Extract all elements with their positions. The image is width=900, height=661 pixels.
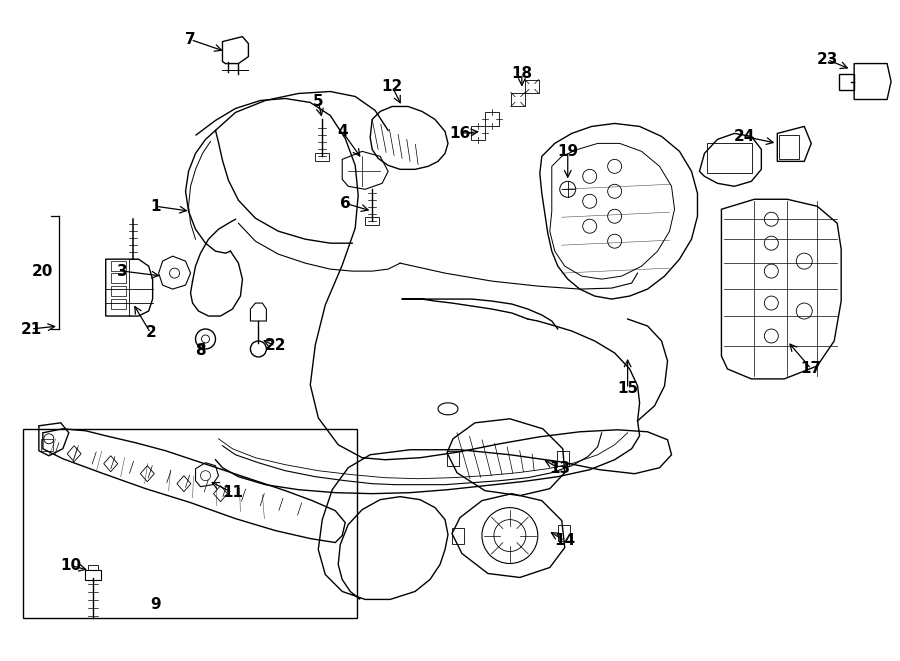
Text: 6: 6 [340, 196, 351, 211]
Bar [111, 273, 126, 283]
Text: 16: 16 [449, 126, 471, 141]
Text: 10: 10 [60, 558, 81, 573]
Text: 21: 21 [21, 321, 41, 336]
Text: 7: 7 [185, 32, 196, 47]
Text: 9: 9 [150, 597, 161, 612]
Text: 1: 1 [150, 199, 161, 214]
Text: 22: 22 [265, 338, 286, 354]
Text: 14: 14 [554, 533, 575, 548]
Bar [452, 527, 464, 543]
Bar [779, 136, 799, 159]
Text: 2: 2 [145, 325, 156, 340]
Text: 11: 11 [222, 485, 243, 500]
Bar [22, 429, 357, 619]
Text: 24: 24 [734, 129, 755, 144]
Text: 19: 19 [557, 144, 579, 159]
Bar [315, 153, 329, 161]
Bar [111, 261, 126, 271]
Text: 12: 12 [382, 79, 402, 94]
Bar [111, 286, 126, 296]
Bar [707, 143, 752, 173]
Text: 18: 18 [511, 66, 533, 81]
Text: 15: 15 [617, 381, 638, 397]
Text: 23: 23 [816, 52, 838, 67]
Text: 5: 5 [313, 94, 324, 109]
Text: 3: 3 [117, 264, 128, 279]
Bar [85, 570, 101, 580]
Bar [365, 217, 379, 225]
Text: 13: 13 [549, 461, 571, 476]
Bar [111, 299, 126, 309]
Text: 17: 17 [801, 362, 822, 376]
Text: 8: 8 [195, 344, 206, 358]
Bar [88, 564, 98, 570]
Bar [40, 439, 53, 451]
Bar [447, 451, 459, 466]
Text: 20: 20 [32, 264, 53, 279]
Text: 4: 4 [337, 124, 347, 139]
Bar [558, 525, 570, 541]
Bar [557, 451, 569, 466]
